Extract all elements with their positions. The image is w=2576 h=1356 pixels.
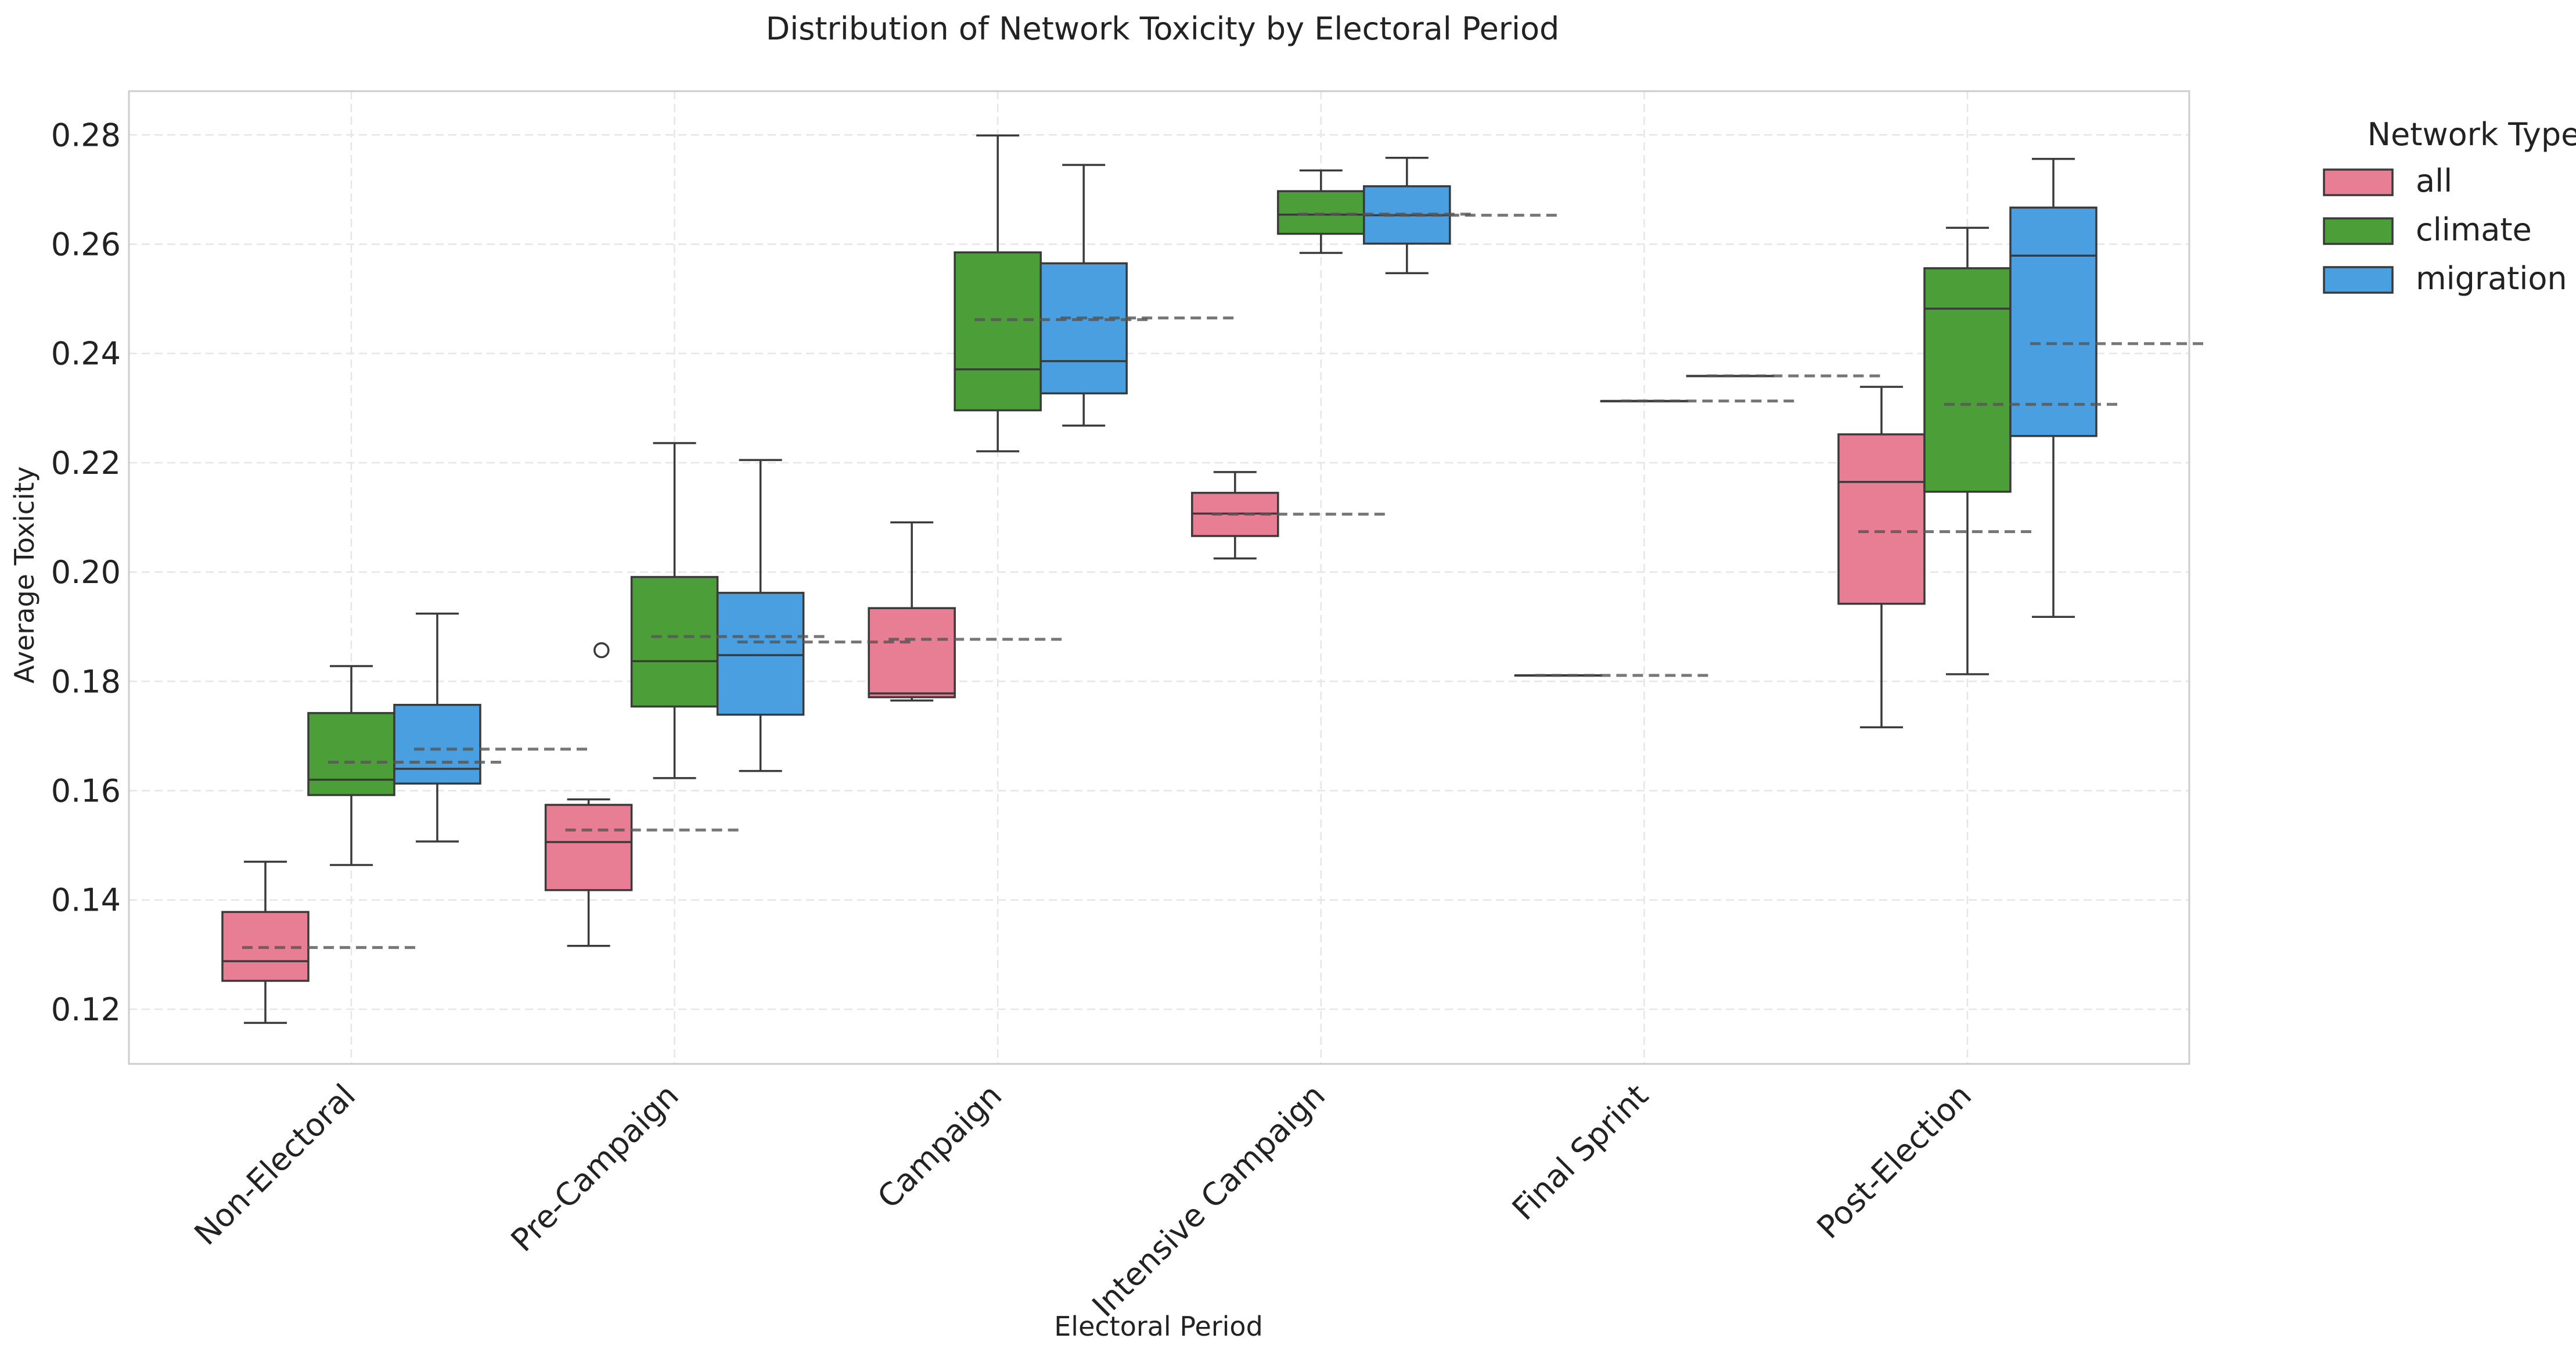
- y-tick-label: 0.16: [51, 772, 121, 809]
- y-tick-label: 0.14: [51, 882, 121, 919]
- iqr-box: [1837, 433, 1926, 605]
- legend-swatch-all: [2323, 168, 2394, 196]
- legend-items: all climate migration: [2323, 163, 2567, 297]
- plot-area-frame: [128, 90, 2190, 1065]
- box-climate-non-electoral: [307, 665, 395, 866]
- box-climate-post-election: [1923, 226, 2012, 675]
- box-climate-campaign: [954, 134, 1042, 452]
- iqr-box: [1277, 190, 1365, 235]
- box-migration-campaign: [1039, 164, 1128, 427]
- box-migration-non-electoral: [393, 612, 481, 843]
- legend-label-all: all: [2416, 163, 2452, 199]
- y-tick-label: 0.18: [51, 663, 121, 700]
- iqr-box: [2009, 206, 2098, 437]
- outlier-point: [593, 642, 610, 659]
- legend-title: Network Type: [2368, 116, 2576, 153]
- iqr-box: [954, 251, 1042, 412]
- iqr-box: [544, 804, 633, 891]
- box-layer: [221, 134, 2098, 1024]
- y-tick-label: 0.20: [51, 554, 121, 591]
- box-migration-pre-campaign: [716, 459, 805, 772]
- x-tick-label: Intensive Campaign: [1085, 1077, 1332, 1324]
- legend-swatch-climate: [2323, 217, 2394, 245]
- iqr-box: [393, 704, 481, 785]
- iqr-box: [716, 592, 805, 716]
- legend: Network Type all climate migration: [2323, 116, 2576, 297]
- y-tick-label: 0.26: [51, 226, 121, 262]
- iqr-box: [630, 576, 719, 708]
- legend-label-migration: migration: [2416, 260, 2567, 297]
- x-tick-label: Final Sprint: [1505, 1077, 1656, 1228]
- x-axis-label: Electoral Period: [1054, 1311, 1263, 1342]
- y-tick-label: 0.28: [51, 117, 121, 153]
- box-all-pre-campaign: [544, 798, 633, 947]
- y-tick-label: 0.22: [51, 445, 121, 481]
- iqr-box: [1923, 267, 2012, 493]
- iqr-box: [1039, 262, 1128, 395]
- box-migration-post-election: [2009, 157, 2098, 618]
- iqr-box: [868, 607, 956, 699]
- y-tick-label: 0.24: [51, 336, 121, 372]
- box-all-campaign: [868, 521, 956, 702]
- x-tick-label: Non-Electoral: [187, 1077, 362, 1253]
- y-axis-label: Average Toxicity: [9, 466, 40, 684]
- box-all-post-election: [1837, 386, 1926, 729]
- chart-title: Distribution of Network Toxicity by Elec…: [766, 10, 1560, 47]
- box-climate-pre-campaign: [593, 442, 719, 779]
- mean-line-layer: [242, 213, 2203, 949]
- y-tick-label: 0.12: [51, 991, 121, 1028]
- x-tick-label: Post-Election: [1810, 1077, 1979, 1246]
- legend-label-climate: climate: [2416, 211, 2532, 248]
- box-all-non-electoral: [221, 861, 310, 1024]
- box-climate-intensive-campaign: [1277, 169, 1365, 254]
- iqr-box: [307, 712, 395, 796]
- legend-swatch-migration: [2323, 266, 2394, 294]
- x-tick-label: Campaign: [870, 1077, 1009, 1215]
- x-tick-label: Pre-Campaign: [504, 1077, 686, 1259]
